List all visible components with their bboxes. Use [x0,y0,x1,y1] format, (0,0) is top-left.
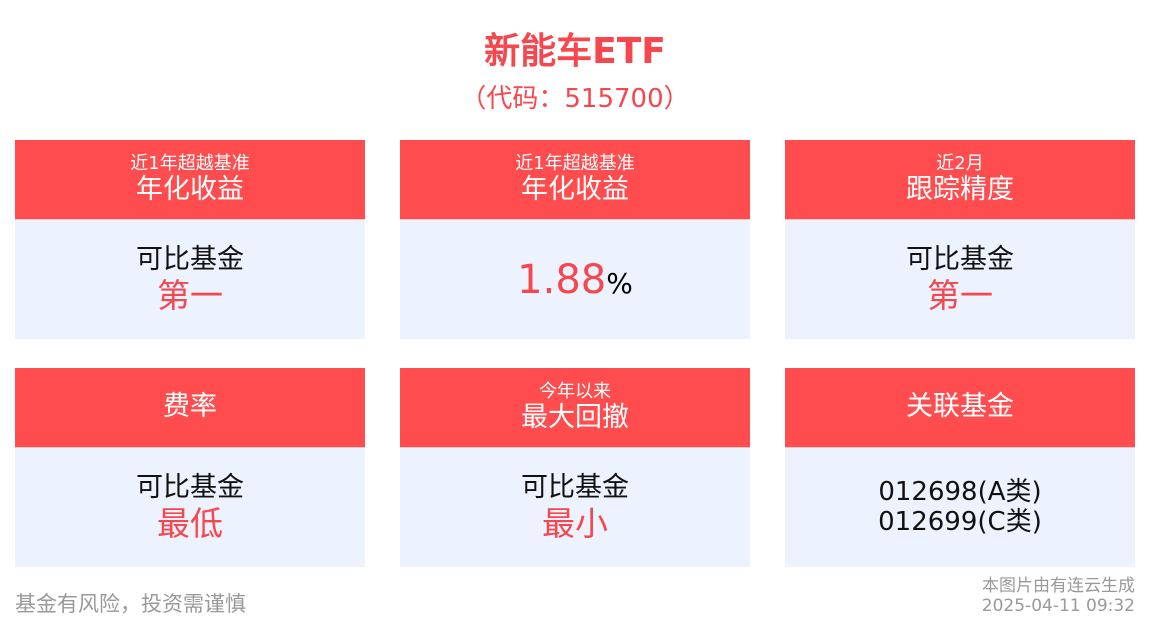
timestamp: 2025-04-11 09:32 [981,595,1135,616]
risk-disclaimer: 基金有风险，投资需谨慎 [15,592,246,616]
card-value: 最低 [157,503,223,543]
card-value: 第一 [157,275,223,315]
related-fund-code: 012698(A类) [878,476,1042,507]
card-excess-return-value: 近1年超越基准 年化收益 1.88% [400,140,750,339]
card-excess-return-rank: 近1年超越基准 年化收益 可比基金 第一 [15,140,365,339]
card-label: 可比基金 [136,243,244,275]
source-note: 本图片由有连云生成 [982,576,1135,596]
card-subtitle: 今年以来 [539,380,611,402]
card-subtitle: 近2月 [936,152,984,174]
page-title: 新能车ETF [484,31,666,72]
card-title: 年化收益 [136,174,244,206]
card-title: 费率 [163,391,217,423]
card-value: 第一 [927,275,993,315]
card-title: 最大回撤 [521,402,629,434]
fund-code: （代码：515700） [460,84,690,114]
card-fee-rate: 费率 可比基金 最低 [15,368,365,567]
related-fund-code: 012699(C类) [878,506,1042,537]
card-title: 关联基金 [906,391,1014,423]
card-unit: % [606,266,633,300]
card-related-funds: 关联基金 012698(A类) 012699(C类) [785,368,1135,567]
card-label: 可比基金 [521,471,629,503]
card-value: 最小 [542,503,608,543]
card-title: 年化收益 [521,174,629,206]
card-max-drawdown: 今年以来 最大回撤 可比基金 最小 [400,368,750,567]
card-title: 跟踪精度 [906,174,1014,206]
card-tracking-accuracy: 近2月 跟踪精度 可比基金 第一 [785,140,1135,339]
card-subtitle: 近1年超越基准 [130,152,250,174]
card-label: 可比基金 [136,471,244,503]
card-label: 可比基金 [906,243,1014,275]
card-subtitle: 近1年超越基准 [515,152,635,174]
card-value: 1.88 [517,256,607,303]
